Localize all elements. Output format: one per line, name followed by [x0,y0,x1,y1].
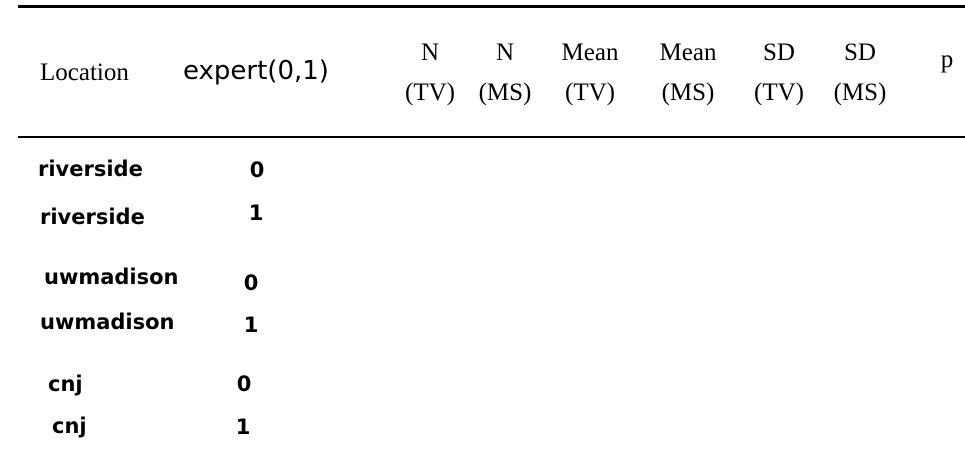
location-cell: uwmadison [40,310,175,334]
expert-cell: 1 [243,313,259,337]
location-cell: cnj [48,372,83,396]
header-cell: p [940,46,954,73]
location-cell: riverside [40,205,145,229]
header-cell: SD [763,39,795,66]
expert-cell: 1 [235,415,251,439]
header-cell: Location [40,59,129,86]
location-cell: cnj [52,414,87,438]
location-cell: riverside [38,157,143,181]
header-cell: Mean [659,39,717,66]
header-cell: (TV) [565,79,615,106]
expert-cell: 1 [248,201,264,225]
header-cell: (MS) [661,79,715,106]
header-cell: expert(0,1) [183,56,329,86]
header-cell: (TV) [754,79,804,106]
expert-cell: 0 [243,271,259,295]
top-rule [18,5,965,8]
location-cell: uwmadison [44,265,179,289]
header-cell: (TV) [405,79,455,106]
expert-cell: 0 [249,158,265,182]
header-cell: (MS) [833,79,887,106]
header-cell: SD [844,39,876,66]
header-cell: N [495,39,515,66]
header-cell: N [420,39,440,66]
expert-cell: 0 [236,372,252,396]
header-cell: Mean [561,39,619,66]
header-cell: (MS) [478,79,532,106]
header-rule [18,136,965,138]
